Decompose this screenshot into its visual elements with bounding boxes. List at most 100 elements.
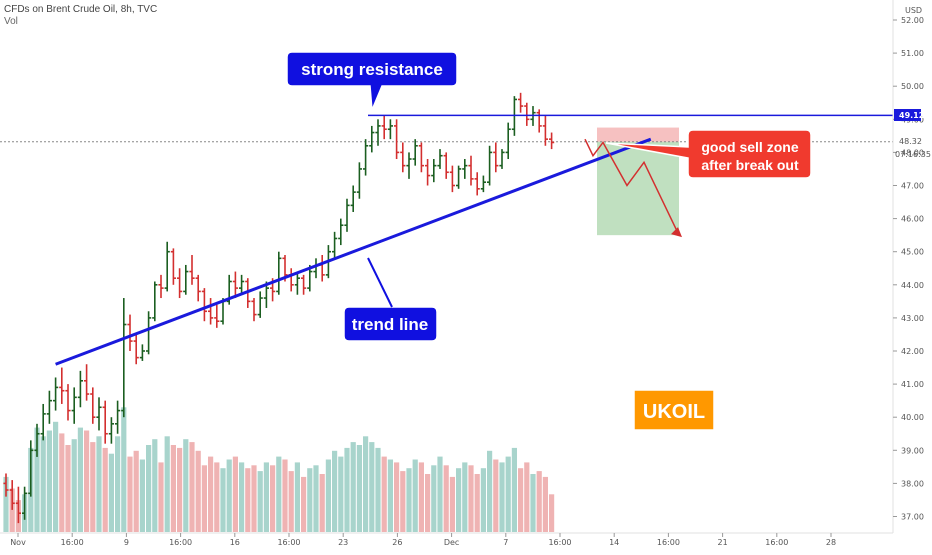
ohlc-bar [53, 377, 59, 411]
volume-bar [418, 462, 424, 532]
sell-zone-callout-box [605, 129, 812, 179]
time-tick-label: 16:00 [61, 538, 84, 547]
symbol-tag-box [633, 389, 715, 431]
volume-bar [480, 468, 486, 532]
volume-bar [96, 436, 102, 532]
chart-symbol-title[interactable]: CFDs on Brent Crude Oil, 8h, TVC [4, 4, 158, 15]
volume-bar [59, 433, 65, 532]
ohlc-bar [375, 119, 381, 146]
ohlc-bar [474, 172, 480, 196]
volume-bar [189, 442, 195, 532]
ohlc-bar [96, 397, 102, 431]
ohlc-bar [332, 231, 338, 259]
price-tick-label: 38.00 [901, 479, 924, 488]
time-axis-ticks[interactable]: Nov 16:00 9 16:00 16 16:00 23 26 Dec 7 16:00 14 16:0… [10, 533, 836, 547]
ohlc-bar [214, 304, 220, 328]
volume-bar [214, 462, 220, 532]
volume-bar [232, 456, 238, 532]
ohlc-bar [493, 142, 499, 173]
ohlc-bar [40, 403, 46, 441]
price-axis-currency: USD [905, 6, 922, 15]
volume-bar [9, 488, 15, 532]
trend-callout-box [343, 306, 438, 342]
time-tick-label: 16:00 [169, 538, 192, 547]
volume-bar [536, 471, 542, 532]
volume-indicator-label[interactable]: Vol [4, 16, 18, 27]
volume-bar [257, 471, 263, 532]
ohlc-bar [22, 486, 28, 520]
ohlc-bar [394, 119, 400, 160]
volume-bar [332, 450, 338, 532]
volume-layer [3, 407, 555, 532]
volume-bar [363, 436, 369, 532]
price-axis-ticks[interactable]: 52.0051.0050.0049.0048.0047.0046.0045.00… [893, 16, 924, 522]
ohlc-bar [276, 251, 282, 295]
volume-bar [276, 456, 282, 532]
ohlc-bar [505, 122, 511, 160]
volume-bar [139, 459, 145, 532]
time-tick-label: 16 [230, 538, 240, 547]
price-tick-label: 41.00 [901, 380, 924, 389]
volume-bar [121, 407, 127, 532]
time-tick-label: 26 [392, 538, 402, 547]
price-tick-label: 46.00 [901, 215, 924, 224]
ohlc-bar [9, 480, 15, 510]
time-tick-label: 23 [338, 538, 348, 547]
resistance-price-tag [894, 109, 921, 121]
price-tick-label: 48.00 [901, 148, 924, 157]
ohlc-bar [400, 142, 406, 173]
volume-bar [443, 465, 449, 532]
ohlc-bar [406, 152, 412, 179]
price-tick-label: 52.00 [901, 16, 924, 25]
ohlc-bar [3, 473, 9, 497]
ohlc-bar [164, 241, 170, 292]
ohlc-bar [480, 175, 486, 193]
ohlc-bar [77, 370, 83, 408]
time-tick-label: 9 [124, 538, 129, 547]
time-tick-label: 28 [826, 538, 836, 547]
symbol-tag: UKOIL [633, 389, 715, 431]
ohlc-bar [139, 344, 145, 361]
volume-bar [369, 442, 375, 532]
stop-loss-zone [597, 127, 679, 142]
volume-bar [183, 439, 189, 532]
price-tick-label: 37.00 [901, 513, 924, 522]
ohlc-bar [146, 311, 152, 355]
resistance-price-label: 49.12 [899, 111, 924, 120]
trend-callout: trend line [343, 257, 438, 342]
ohlc-bar [499, 149, 505, 169]
ohlc-bar [46, 390, 52, 424]
volume-bar [270, 465, 276, 532]
countdown-label: 07:16:35 [895, 150, 931, 159]
volume-bar [313, 465, 319, 532]
volume-bar [170, 445, 176, 532]
ohlc-bar [133, 334, 139, 365]
time-tick-label: 16:00 [765, 538, 788, 547]
projection-arrow [584, 138, 680, 236]
price-tick-label: 44.00 [901, 281, 924, 290]
volume-bar [164, 436, 170, 532]
price-tick-label: 47.00 [901, 182, 924, 191]
ohlc-bar [59, 367, 65, 404]
volume-bar [412, 459, 418, 532]
volume-bar [115, 436, 121, 532]
price-tick-label: 43.00 [901, 314, 924, 323]
volume-bar [431, 465, 437, 532]
ohlc-bar [542, 115, 548, 146]
volume-bar [549, 494, 555, 532]
ohlc-bar [338, 218, 344, 246]
ohlc-bar [102, 400, 108, 444]
ohlc-bar [232, 271, 238, 299]
volume-bar [146, 445, 152, 532]
volume-bar [350, 442, 356, 532]
ohlc-bar [487, 145, 493, 186]
volume-bar [301, 476, 307, 532]
ohlc-bar [152, 281, 158, 322]
volume-bar [375, 447, 381, 532]
ohlc-bar [431, 159, 437, 183]
ohlc-bar [356, 162, 362, 199]
last-price-label: 48.32 [899, 137, 922, 146]
ohlc-bar [387, 119, 393, 140]
